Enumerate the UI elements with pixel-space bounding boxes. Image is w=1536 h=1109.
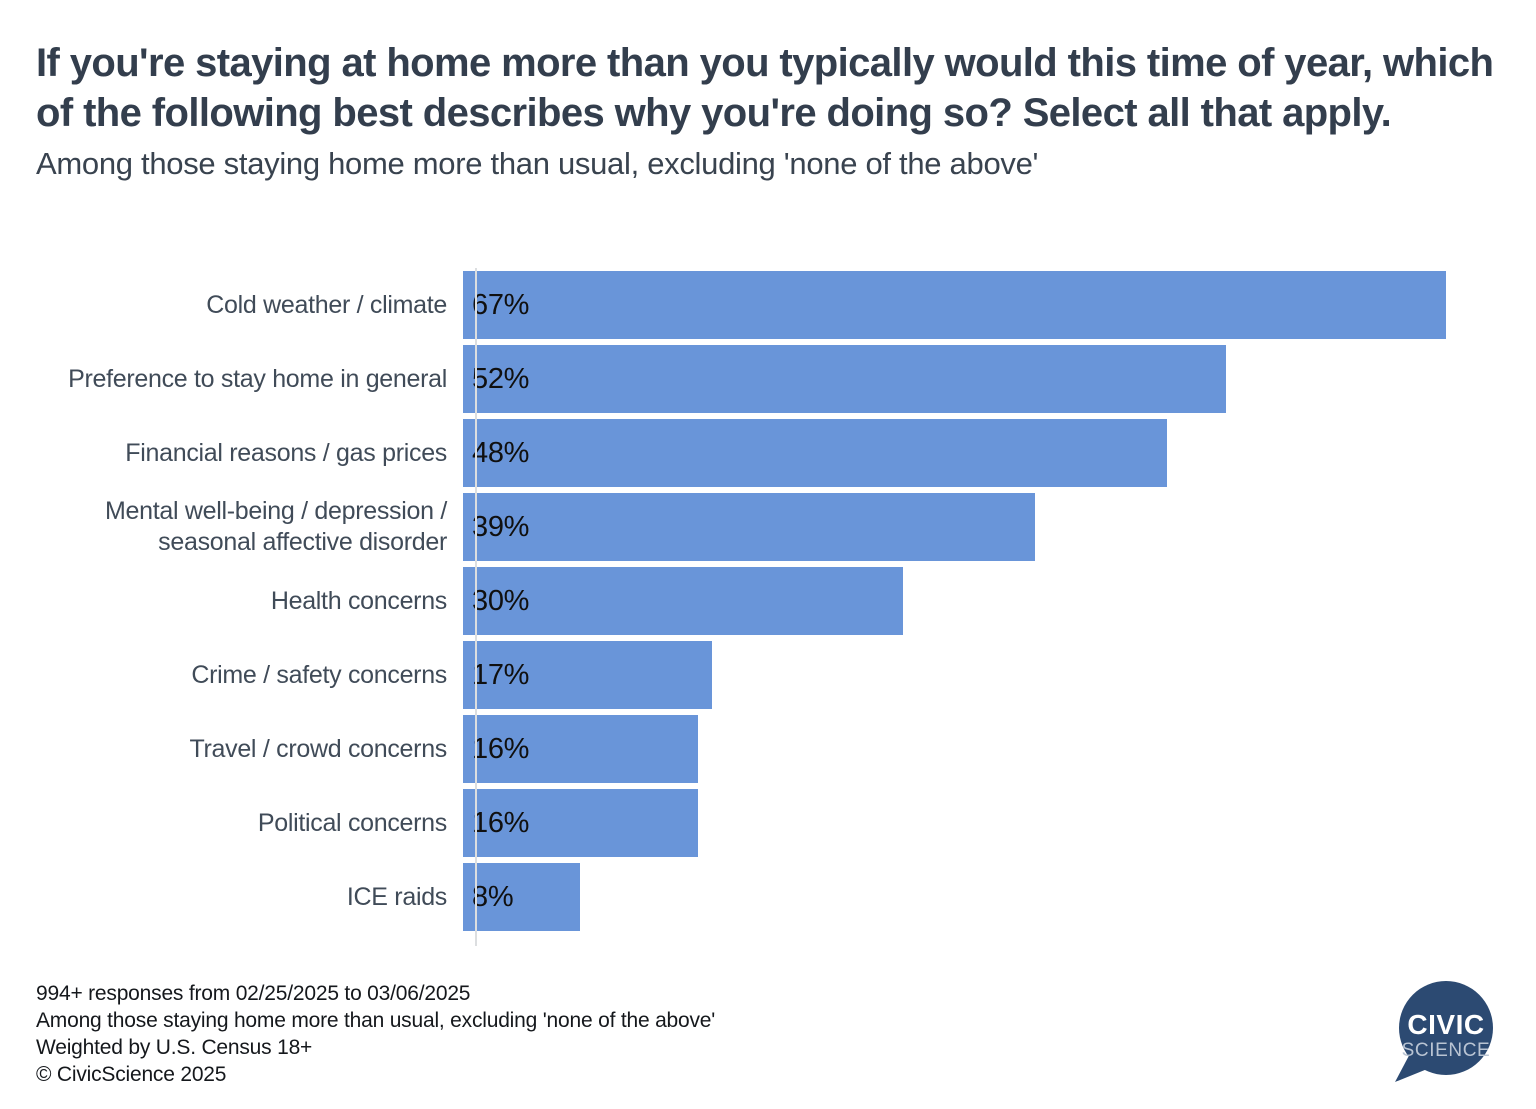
chart-row: Travel / crowd concerns 16% <box>36 712 1518 786</box>
footer-notes: 994+ responses from 02/25/2025 to 03/06/… <box>36 980 715 1088</box>
bar: 17% <box>463 641 712 709</box>
category-label: Cold weather / climate <box>206 290 447 319</box>
chart-row: Mental well-being / depression / seasona… <box>36 490 1518 564</box>
bar-value-label: 8% <box>472 880 514 913</box>
bar-track: 30% <box>461 567 1518 635</box>
bar: 52% <box>463 345 1226 413</box>
logo-speech-bubble <box>1395 1056 1429 1082</box>
bar-track: 67% <box>461 271 1518 339</box>
chart-row: Health concerns 30% <box>36 564 1518 638</box>
bar: 16% <box>463 715 698 783</box>
category-label: Crime / safety concerns <box>191 660 447 689</box>
footer-population: Among those staying home more than usual… <box>36 1009 716 1032</box>
chart-row: ICE raids 8% <box>36 860 1518 934</box>
category-label: ICE raids <box>346 882 447 911</box>
bar: 39% <box>463 493 1035 561</box>
bar-track: 52% <box>461 345 1518 413</box>
logo-text-science: SCIENCE <box>1402 1040 1491 1061</box>
bar-track: 16% <box>461 789 1518 857</box>
category-label: Health concerns <box>270 586 447 615</box>
bar-value-label: 16% <box>472 806 530 839</box>
category-label: Preference to stay home in general <box>68 364 447 393</box>
chart-row: Political concerns 16% <box>36 786 1518 860</box>
bar: 67% <box>463 271 1446 339</box>
footer-responses: 994+ responses from 02/25/2025 to 03/06/… <box>36 982 471 1005</box>
chart-row: Crime / safety concerns 17% <box>36 638 1518 712</box>
chart-rows: Cold weather / climate 67% Preference to s… <box>36 268 1518 934</box>
bar: 30% <box>463 567 903 635</box>
bar-chart: Cold weather / climate 67% Preference to s… <box>36 268 1518 946</box>
bar-value-label: 48% <box>472 436 530 469</box>
bar-track: 48% <box>461 419 1518 487</box>
logo-text-civic: CIVIC <box>1407 1009 1484 1040</box>
bar-track: 8% <box>461 863 1518 931</box>
bar: 8% <box>463 863 580 931</box>
footer-copyright: © CivicScience 2025 <box>36 1063 227 1086</box>
y-axis-line <box>475 268 477 946</box>
chart-row: Cold weather / climate 67% <box>36 268 1518 342</box>
bar: 16% <box>463 789 698 857</box>
chart-row: Preference to stay home in general 52% <box>36 342 1518 416</box>
category-label: Travel / crowd concerns <box>189 734 447 763</box>
category-label: Financial reasons / gas prices <box>125 438 447 467</box>
logo-circle <box>1399 981 1493 1075</box>
bar-track: 39% <box>461 493 1518 561</box>
bar-value-label: 52% <box>472 362 530 395</box>
header: If you're staying at home more than you … <box>36 38 1518 182</box>
bar-value-label: 17% <box>472 658 530 691</box>
bar-value-label: 39% <box>472 510 530 543</box>
category-label: Mental well-being / depression / seasona… <box>105 497 447 556</box>
bar-track: 17% <box>461 641 1518 709</box>
civicscience-logo: CIVIC SCIENCE <box>1395 981 1493 1082</box>
category-label: Political concerns <box>257 808 447 837</box>
bar-value-label: 16% <box>472 732 530 765</box>
chart-row: Financial reasons / gas prices 48% <box>36 416 1518 490</box>
bar-value-label: 67% <box>472 288 530 321</box>
bar-track: 16% <box>461 715 1518 783</box>
bar: 48% <box>463 419 1167 487</box>
chart-subtitle: Among those staying home more than usual… <box>36 146 1039 181</box>
bar-value-label: 30% <box>472 584 530 617</box>
chart-title: If you're staying at home more than you … <box>36 41 1494 135</box>
footer-weighting: Weighted by U.S. Census 18+ <box>36 1036 313 1059</box>
